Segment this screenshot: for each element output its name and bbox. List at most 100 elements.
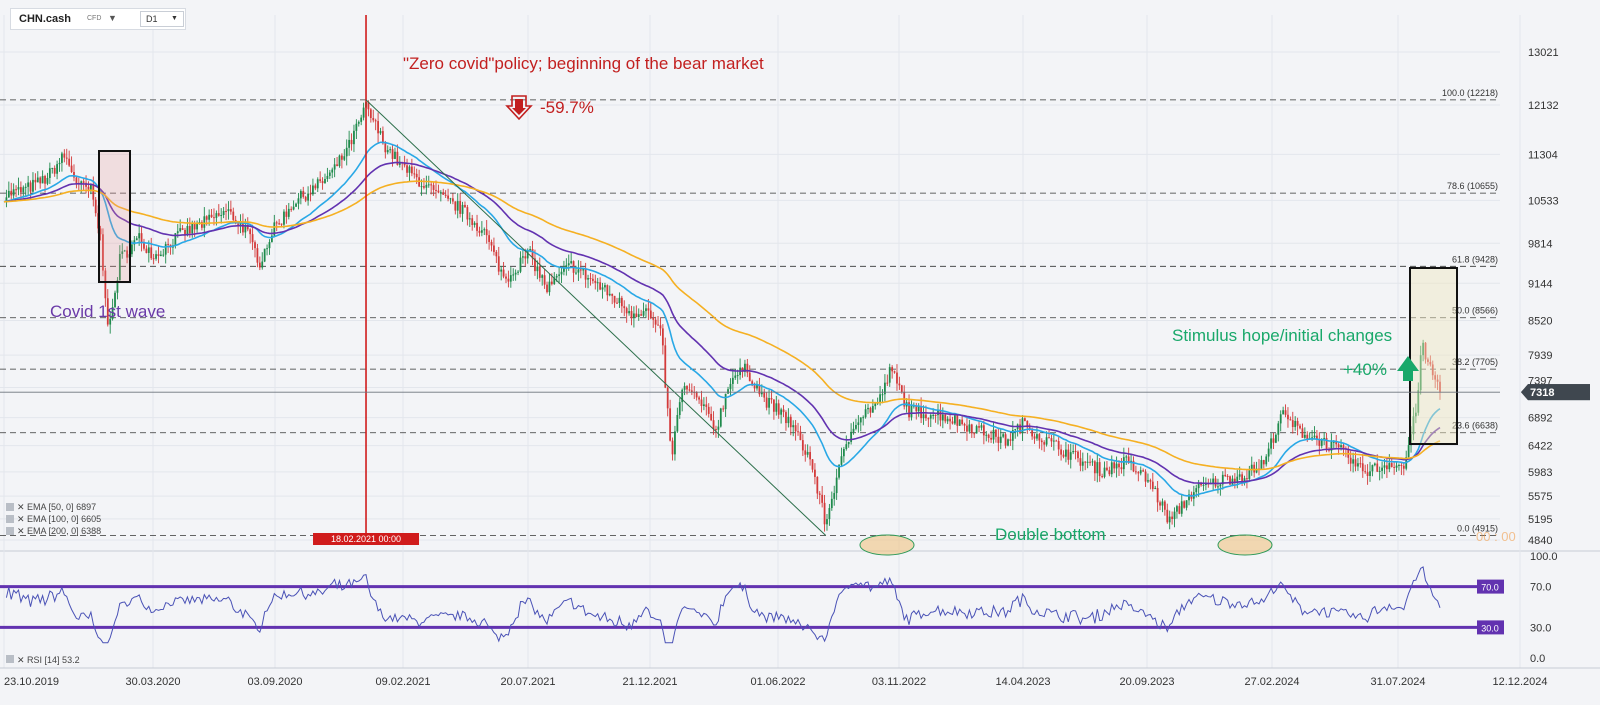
candle — [1144, 469, 1147, 487]
candle-body — [538, 266, 541, 278]
candle — [519, 251, 522, 274]
candle-body — [633, 313, 635, 319]
candle — [1096, 453, 1099, 483]
candle — [587, 274, 589, 289]
candle-body — [102, 234, 104, 271]
candle — [630, 305, 633, 326]
candle-body — [362, 107, 365, 118]
candle-body — [1231, 478, 1234, 485]
timeframe-select[interactable]: D1 ▼ — [140, 11, 184, 27]
candle-body — [594, 280, 597, 283]
candle-body — [94, 199, 97, 214]
candle-body — [398, 161, 401, 165]
candle — [1221, 471, 1224, 490]
candle-body — [350, 139, 353, 145]
candle-body — [314, 185, 317, 189]
candle — [794, 420, 797, 441]
candle-body — [1436, 379, 1439, 382]
candle-body — [46, 177, 49, 184]
candle — [333, 158, 336, 178]
candle-body — [702, 404, 705, 406]
price-panel-bg — [0, 15, 1600, 548]
candle-body — [312, 185, 314, 195]
candle — [423, 178, 425, 190]
legend-entry: ✕ EMA [200, 0] 6388 — [17, 526, 101, 536]
candle-body — [970, 424, 973, 434]
candle — [490, 239, 493, 252]
candle-body — [32, 179, 34, 192]
candle-body — [1103, 467, 1106, 477]
candle-body — [671, 440, 674, 455]
candle-body — [1002, 434, 1005, 437]
candle — [1065, 441, 1067, 463]
candle — [599, 277, 602, 291]
candle-body — [731, 377, 734, 384]
candle-body — [155, 254, 157, 259]
candle-body — [1282, 410, 1285, 415]
candle-body — [1279, 414, 1282, 424]
candle-body — [760, 391, 763, 395]
candle — [109, 310, 112, 334]
candle — [464, 201, 466, 208]
candle-body — [826, 519, 828, 525]
candle — [847, 441, 850, 448]
candle-body — [1091, 461, 1094, 463]
y-tick-label: 4840 — [1528, 535, 1552, 547]
candle-body — [476, 222, 478, 231]
candle-body — [589, 278, 592, 280]
candle — [1270, 433, 1272, 455]
candle-body — [1036, 434, 1038, 439]
candle-body — [1156, 487, 1159, 503]
bottom-1-ellipse — [859, 534, 915, 556]
candle-body — [1221, 474, 1224, 485]
candle-body — [280, 223, 283, 225]
symbol-label[interactable]: CHN.cash — [19, 13, 71, 25]
candle — [480, 221, 483, 237]
candle — [227, 201, 230, 220]
candle — [1176, 504, 1178, 519]
candle-body — [1316, 435, 1318, 440]
candle-body — [975, 426, 978, 434]
candle — [995, 429, 997, 443]
candle — [997, 427, 1000, 452]
candle-body — [620, 297, 623, 307]
candle — [1156, 481, 1159, 512]
candle-body — [1098, 462, 1101, 477]
candle-body — [53, 167, 56, 174]
candle-body — [1325, 437, 1328, 450]
candle-body — [990, 437, 992, 440]
candle — [990, 430, 992, 443]
x-tick-label: 03.09.2020 — [247, 676, 302, 688]
candle-body — [251, 234, 254, 243]
candle-body — [1188, 494, 1190, 501]
candle-body — [24, 186, 27, 188]
candle — [560, 266, 563, 283]
candle-body — [131, 244, 133, 255]
candle — [1113, 460, 1116, 474]
candle — [468, 212, 471, 227]
candle — [1316, 430, 1318, 446]
candle-body — [410, 166, 413, 174]
candle-body — [89, 184, 92, 190]
candle-body — [908, 402, 910, 418]
fib-label: 0.0 (4915) — [1457, 524, 1498, 534]
candle-body — [797, 431, 799, 433]
symbol-dropdown-icon[interactable]: ▼ — [108, 13, 117, 23]
candle-body — [237, 223, 240, 225]
candle-body — [70, 165, 73, 173]
candle-body — [835, 477, 838, 494]
candle — [707, 403, 710, 418]
candle — [17, 177, 20, 196]
candle — [261, 252, 264, 270]
candle — [1120, 458, 1123, 474]
timeframe-dropdown-icon[interactable]: ▼ — [171, 15, 178, 22]
candle — [68, 150, 71, 167]
candle — [181, 225, 184, 231]
candle-body — [263, 248, 266, 262]
candle — [1057, 437, 1060, 456]
candle — [316, 177, 319, 193]
candle-body — [674, 431, 676, 455]
candle-body — [1011, 429, 1014, 441]
candle — [34, 173, 37, 191]
